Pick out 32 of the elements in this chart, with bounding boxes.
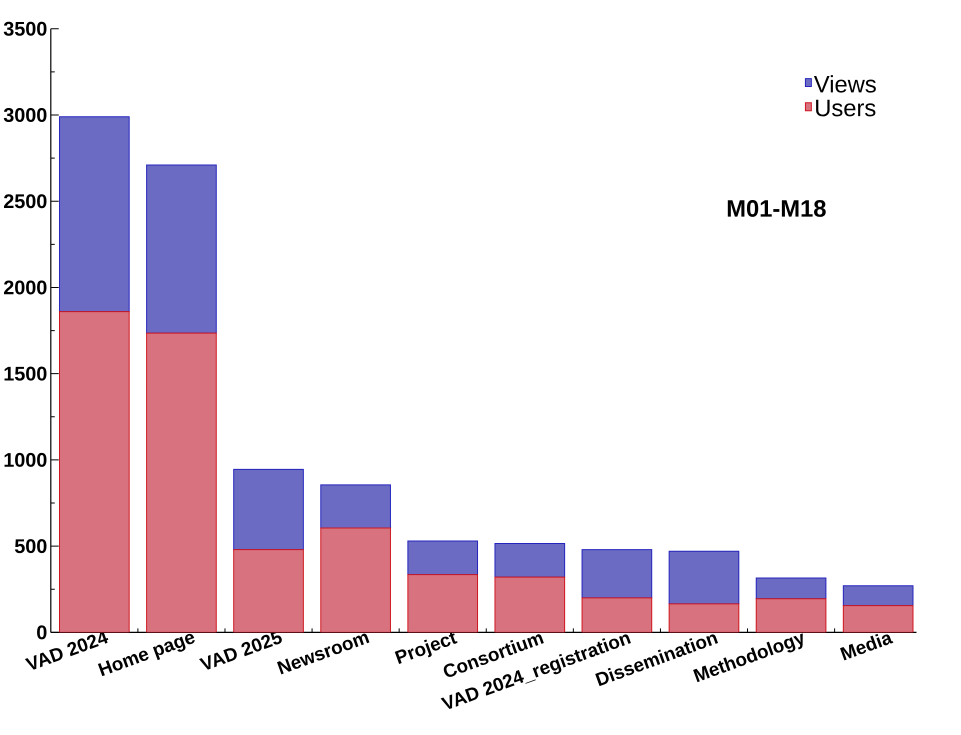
bar bbox=[756, 598, 826, 633]
bar bbox=[494, 576, 566, 633]
bar bbox=[582, 549, 652, 599]
bar bbox=[668, 550, 740, 605]
bar bbox=[59, 311, 130, 633]
bar bbox=[233, 469, 304, 550]
y-tick-label: 0 bbox=[37, 626, 46, 640]
y-tick-label: 2000 bbox=[4, 280, 46, 295]
bar bbox=[582, 598, 652, 633]
bar bbox=[494, 543, 566, 578]
x-tick-label: Media bbox=[840, 634, 894, 661]
bar bbox=[59, 116, 130, 312]
bar bbox=[842, 585, 914, 606]
bar bbox=[407, 540, 478, 576]
bar bbox=[146, 332, 217, 633]
legend-label: Users bbox=[816, 100, 876, 117]
y-tick-label: 3000 bbox=[4, 108, 46, 122]
annotation: M01-M18 bbox=[728, 200, 826, 218]
y-tick-label: 2500 bbox=[4, 194, 46, 208]
legend-label: Views bbox=[814, 75, 876, 93]
bar bbox=[146, 164, 217, 334]
bar bbox=[320, 528, 391, 633]
y-tick-label: 1000 bbox=[4, 453, 46, 468]
y-tick-label: 3500 bbox=[4, 22, 46, 36]
bar bbox=[842, 605, 914, 633]
y-tick-label: 500 bbox=[14, 539, 46, 554]
bar bbox=[407, 574, 478, 633]
bar bbox=[668, 604, 740, 633]
bar bbox=[756, 578, 826, 600]
bar bbox=[320, 484, 391, 529]
bar bbox=[233, 549, 304, 633]
y-tick-label: 1500 bbox=[4, 366, 46, 381]
